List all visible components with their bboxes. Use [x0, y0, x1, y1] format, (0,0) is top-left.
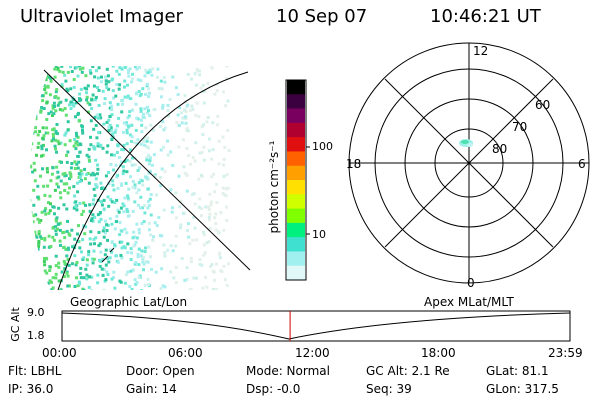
status-dsp: Dsp: -0.0: [246, 382, 301, 396]
timeline-frame: [61, 310, 571, 342]
colorbar-segment: [287, 137, 305, 152]
status-glat: GLat: 81.1: [486, 364, 549, 378]
observation-time: 10:46:21 UT: [430, 6, 541, 27]
observation-date: 10 Sep 07: [276, 6, 368, 27]
colorbar-segment: [287, 80, 305, 95]
status-gain: Gain: 14: [126, 382, 177, 396]
lat-label-70: 70: [512, 120, 528, 134]
polar-diagonal: [384, 78, 554, 248]
status-gc-alt: GC Alt: 2.1 Re: [366, 364, 450, 378]
instrument-title: Ultraviolet Imager: [20, 6, 183, 27]
colorbar-gradient: [287, 80, 305, 281]
colorbar-tick-100: 100: [312, 140, 333, 153]
time-tick-2359: 23:59: [548, 346, 583, 360]
colorbar-segment: [287, 108, 305, 124]
colorbar-segment: [287, 208, 305, 224]
colorbar-segment: [287, 165, 305, 181]
colorbar-segment: [287, 180, 305, 195]
timeline-right-caption: Apex MLat/MLT: [424, 295, 514, 309]
map-tick-mark: [101, 255, 109, 263]
terminator-arc: [57, 71, 249, 291]
status-mode: Mode: Normal: [246, 364, 330, 378]
lat-label-80: 80: [492, 142, 508, 156]
colorbar-segment: [287, 265, 305, 281]
colorbar-segment: [287, 222, 305, 238]
status-door: Door: Open: [126, 364, 195, 378]
status-filter: Flt: LBHL: [8, 364, 62, 378]
status-ip: IP: 36.0: [8, 382, 54, 396]
time-tick-0600: 06:00: [168, 346, 203, 360]
time-tick-1800: 18:00: [421, 346, 456, 360]
mlt-label-18: 18: [346, 157, 362, 171]
status-glon: GLon: 317.5: [486, 382, 559, 396]
auroral-spot: [459, 139, 473, 147]
mlt-label-12: 12: [473, 44, 489, 58]
colorbar-segment: [287, 251, 305, 267]
colorbar-frame: [285, 79, 307, 281]
colorbar-segment: [287, 151, 305, 167]
timeline-y-min: 1.8: [27, 329, 45, 342]
status-seq: Seq: 39: [366, 382, 412, 396]
time-tick-0000: 00:00: [42, 346, 77, 360]
altitude-curve: [61, 312, 571, 340]
map-grid-line: [43, 69, 251, 271]
mlt-label-0: 0: [467, 276, 475, 290]
timeline-y-max: 9.0: [27, 306, 45, 319]
mlt-label-6: 6: [578, 157, 586, 171]
colorbar-segment: [287, 194, 305, 210]
timeline-left-caption: Geographic Lat/Lon: [70, 295, 188, 309]
colorbar-segment: [287, 237, 305, 252]
map-tick-mark: [109, 247, 115, 253]
colorbar-segment: [287, 122, 305, 138]
colorbar-segment: [287, 94, 305, 110]
colorbar-tick-10: 10: [312, 228, 326, 241]
time-tick-1200: 12:00: [295, 346, 330, 360]
lat-label-60: 60: [535, 98, 551, 112]
